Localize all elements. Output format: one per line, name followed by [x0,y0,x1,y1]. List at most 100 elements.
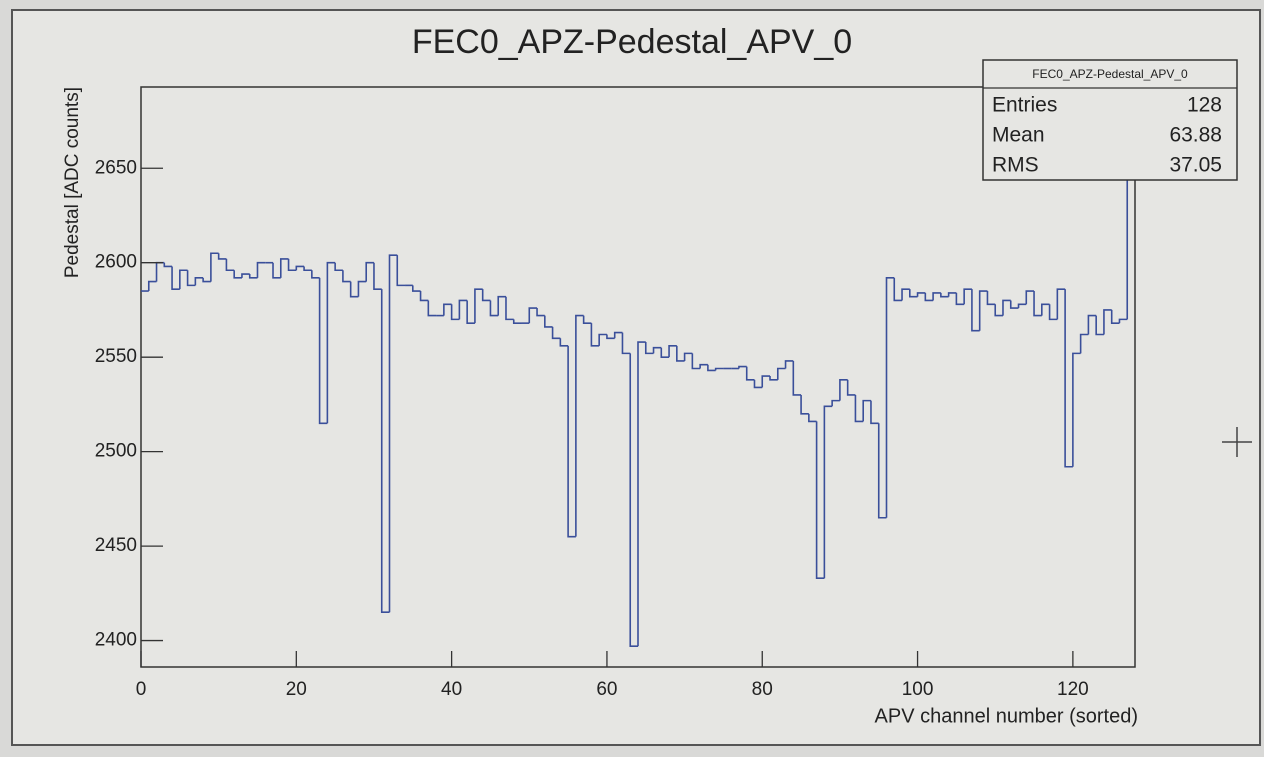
y-tick-label: 2500 [95,441,137,462]
histogram-bin [1079,333,1089,354]
histogram-bin [621,332,631,355]
histogram-bin [544,315,553,328]
histogram-bin [831,399,840,407]
histogram-bin [303,266,312,272]
stats-value: 37.05 [1169,154,1222,177]
histogram-bin [683,352,693,361]
histogram-bin [287,258,297,272]
histogram-bin [676,345,685,362]
histogram-bin [986,291,996,306]
histogram-bin [349,281,359,298]
histogram-bin [1033,291,1042,317]
histogram-bin [637,341,646,647]
histogram-bin [854,394,864,423]
histogram-bin [908,289,918,298]
histogram-bin [256,261,266,278]
histogram-bin [714,367,724,371]
x-tick-label: 100 [902,679,934,700]
histogram-bin [474,288,483,324]
histogram-bin [1118,318,1128,324]
histogram-bin [940,292,949,298]
y-tick-label: 2550 [95,346,137,367]
histogram-bin [450,304,460,321]
x-tick-label: 0 [136,679,147,700]
y-axis-label: Pedestal [ADC counts] [62,87,83,278]
histogram-bin [272,262,281,279]
histogram-bin [947,292,957,297]
y-tick-label: 2450 [95,535,137,556]
histogram-bin [707,364,716,372]
histogram-bin [536,308,545,317]
histogram-bin [644,342,654,355]
histogram-bin [1103,309,1112,335]
histogram-bin [567,345,576,538]
histogram-bin [924,292,934,302]
chart-title: FEC0_APZ-Pedestal_APV_0 [412,23,852,61]
histogram-bin [334,262,343,272]
histogram-bin [823,405,833,579]
histogram-bin [217,253,227,260]
histogram-bin [1072,352,1081,467]
histogram-bin [1041,303,1050,316]
histogram-bin [598,333,607,346]
histogram-bin [326,261,336,424]
stats-label: Mean [992,124,1045,147]
stats-box: FEC0_APZ-Pedestal_APV_0 Entries 128 Mean 63… [982,59,1238,181]
histogram-bin [691,353,701,370]
histogram-bin [1095,315,1104,336]
histogram-bin [815,421,825,580]
histogram-bin [396,255,406,287]
histogram-bin [606,334,615,340]
histogram-bin [489,300,499,317]
histogram-bin [870,400,879,425]
histogram-bin [575,314,584,537]
histogram-bin [893,277,903,302]
y-tick-label: 2600 [95,252,137,273]
histogram-bin [1009,300,1019,309]
histogram-bin [901,288,910,301]
x-tick-label: 120 [1057,679,1089,700]
histogram-bin [559,338,569,347]
histogram-bin [590,323,600,347]
histogram-bin [753,379,763,389]
histogram-bin [388,254,398,613]
x-tick-label: 60 [596,679,617,700]
histogram-bin [380,289,390,614]
histogram-bin [963,288,972,305]
histogram-bin [808,413,817,423]
histogram-bin [295,265,305,271]
histogram-bin [318,277,328,425]
histogram-bin [194,277,204,286]
histogram-bin [1025,290,1035,305]
histogram-bin [1087,314,1097,335]
histogram-bin [784,360,794,369]
histogram-bin [202,277,211,283]
histogram-bin [1064,289,1073,468]
stats-label: Entries [992,94,1057,117]
histogram-bin [419,291,429,302]
histogram-bin [1017,303,1027,309]
y-tick-label: 2400 [95,630,137,651]
histogram-bin [443,303,452,316]
histogram-bin [761,375,771,388]
histogram-bin [241,273,250,278]
histogram-bin [179,269,188,290]
histogram-bin [652,346,662,354]
stats-frame [982,59,1238,181]
histogram-bin [1002,299,1011,316]
histogram-bin [505,296,514,321]
histogram-bin [613,331,623,339]
histogram-bin [699,363,708,369]
histogram-bin [458,299,468,320]
stats-value: 128 [1187,94,1222,117]
histogram-bin [745,366,755,381]
histogram-bin [1110,309,1120,324]
histogram-bin [210,252,219,282]
cursor-cross [1222,427,1252,457]
stats-label: RMS [992,154,1039,177]
histogram-bin [877,423,887,519]
histogram-bin [279,258,289,278]
histogram-bin [862,399,871,422]
